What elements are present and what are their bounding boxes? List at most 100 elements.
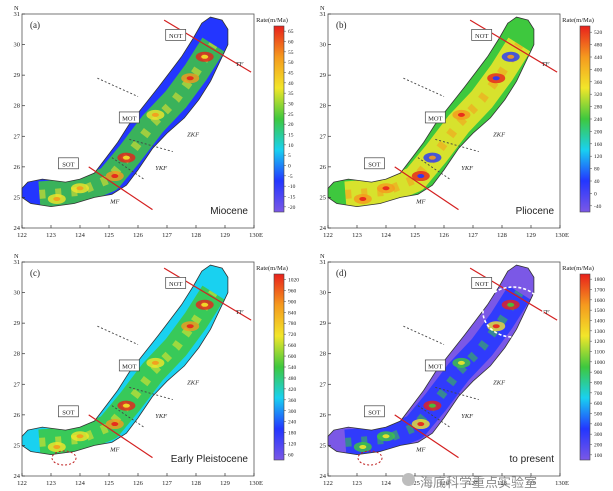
x-axis-label: E: [259, 480, 263, 487]
region-label: SOT: [62, 161, 74, 168]
colorbar-tick-label: 700: [594, 391, 603, 397]
rate-hotspot-core: [417, 174, 424, 178]
rate-hotspot-core: [152, 361, 159, 365]
fault-label: YKF: [461, 165, 474, 172]
x-tick-label: 130: [555, 232, 565, 239]
y-axis-label: N: [320, 253, 325, 260]
colorbar-tick-label: 1600: [594, 298, 605, 304]
x-tick-label: 128: [191, 480, 201, 487]
colorbar-tick-label: 420: [288, 387, 297, 393]
x-axis-label: E: [565, 232, 569, 239]
colorbar-tick-label: 320: [594, 92, 603, 98]
x-tick-label: 127: [468, 232, 479, 239]
y-tick-label: 30: [320, 290, 327, 297]
colorbar-tick-label: 60: [288, 40, 294, 46]
rate-hotspot-core: [77, 186, 84, 190]
panel-a: 122 123 124 125 126 127 128 129 130 E242526272829…: [14, 5, 296, 239]
y-tick-label: 27: [14, 133, 21, 140]
x-tick-label: 127: [162, 232, 173, 239]
x-tick-label: 129: [220, 480, 230, 487]
fault-label: YKF: [155, 165, 168, 172]
colorbar-tick-label: -5: [288, 174, 293, 180]
colorbar-tick-label: -10: [288, 184, 296, 190]
fault-label: ZKF: [493, 131, 506, 138]
colorbar-tick-label: 1020: [288, 277, 299, 283]
colorbar-tick-label: 720: [288, 332, 297, 338]
y-tick-label: 25: [320, 442, 327, 449]
colorbar-tick-label: 65: [288, 29, 294, 35]
x-tick-label: 125: [410, 232, 420, 239]
colorbar-tick-label: 840: [288, 310, 297, 316]
colorbar-tick-label: 500: [594, 412, 603, 418]
x-axis-label: E: [565, 480, 569, 487]
colorbar-title: Rate(m/Ma): [562, 265, 594, 272]
fault-label: ZKF: [493, 379, 506, 386]
colorbar-tick-label: 15: [288, 133, 294, 139]
x-tick-label: 124: [75, 232, 86, 239]
colorbar-title: Rate(m/Ma): [562, 17, 594, 24]
rate-hotspot-core: [458, 361, 465, 365]
colorbar-title: Rate(m/Ma): [256, 265, 288, 272]
colorbar-tick-label: -20: [288, 205, 296, 211]
y-tick-label: 29: [14, 320, 21, 327]
panel-c: 122 123 124 125 126 127 128 129 130 E242526272829…: [14, 253, 300, 487]
rate-hotspot-core: [493, 76, 500, 80]
rate-hotspot-core: [507, 303, 514, 307]
x-tick-label: 130: [249, 480, 259, 487]
rate-hotspot-core: [383, 434, 390, 438]
colorbar-tick-label: 360: [288, 398, 297, 404]
colorbar-tick-label: 660: [288, 343, 297, 349]
fault-label: TF: [236, 61, 245, 68]
rate-hotspot-core: [123, 156, 130, 160]
rate-hotspot-core: [53, 445, 60, 449]
fault-label: MF: [109, 447, 120, 454]
panel-b: 122 123 124 125 126 127 128 129 130 E 24 25 26 27 28 29…: [320, 5, 603, 239]
rate-hotspot-core: [359, 445, 366, 449]
colorbar-tick-label: 1300: [594, 329, 605, 335]
y-tick-label: 27: [14, 381, 21, 388]
y-tick-label: 26: [320, 164, 327, 171]
region-label: NOT: [169, 33, 182, 40]
x-tick-label: 130: [249, 232, 259, 239]
y-tick-label: 27: [320, 133, 327, 140]
colorbar-tick-label: 1500: [594, 308, 605, 314]
colorbar-tick-label: 1100: [594, 350, 605, 356]
colorbar-tick-label: 0: [594, 191, 597, 197]
x-tick-label: 124: [381, 232, 392, 239]
colorbar: [274, 26, 284, 212]
colorbar-tick-label: 100: [594, 453, 603, 459]
x-tick-label: 128: [191, 232, 201, 239]
rate-hotspot-core: [429, 156, 436, 160]
y-tick-label: 31: [320, 259, 327, 266]
fault-label: MF: [415, 199, 426, 206]
x-tick-label: 124: [75, 480, 86, 487]
y-tick-label: 24: [320, 473, 327, 480]
rate-hotspot-core: [187, 76, 194, 80]
colorbar-tick-label: 160: [594, 142, 603, 148]
y-tick-label: 31: [14, 259, 21, 266]
colorbar-tick-label: 5: [288, 153, 291, 159]
x-tick-label: 127: [162, 480, 173, 487]
y-tick-label: 24: [320, 225, 327, 232]
x-tick-label: 122: [17, 232, 27, 239]
colorbar: [580, 26, 590, 212]
colorbar-tick-label: 1000: [594, 360, 605, 366]
region-label: NOT: [169, 281, 182, 288]
rate-hotspot-core: [429, 404, 436, 408]
period-label: to present: [510, 454, 555, 465]
colorbar-tick-label: 440: [594, 55, 603, 61]
y-tick-label: 26: [14, 164, 21, 171]
x-tick-label: 122: [323, 232, 333, 239]
rate-hotspot-core: [123, 404, 130, 408]
colorbar-tick-label: 400: [594, 422, 603, 428]
rate-hotspot-core: [53, 197, 60, 201]
colorbar-tick-label: 900: [594, 370, 603, 376]
x-tick-label: 129: [526, 232, 536, 239]
y-tick-label: 27: [320, 381, 327, 388]
colorbar-tick-label: 180: [288, 431, 297, 437]
rate-hotspot-core: [383, 186, 390, 190]
colorbar-tick-label: 60: [288, 453, 294, 459]
fault-label: YKF: [461, 413, 474, 420]
y-axis-label: N: [14, 5, 19, 12]
